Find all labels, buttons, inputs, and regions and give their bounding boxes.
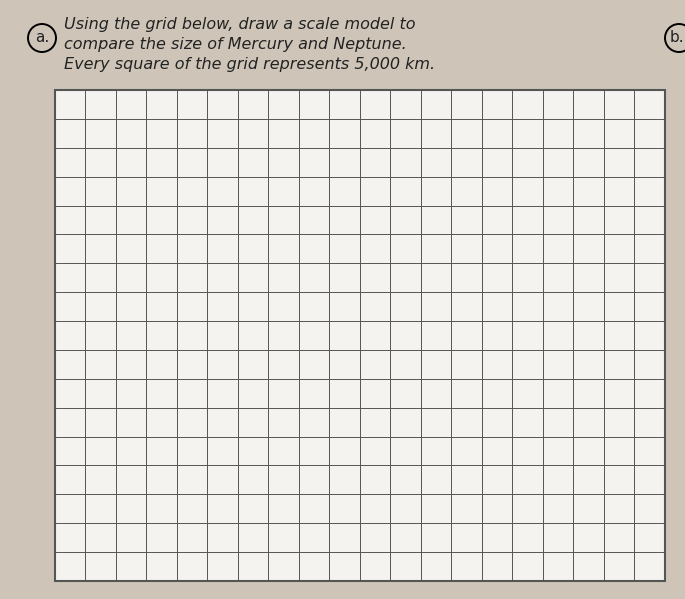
Text: compare the size of Mercury and Neptune.: compare the size of Mercury and Neptune.: [64, 37, 407, 52]
FancyBboxPatch shape: [55, 90, 665, 581]
Text: Every square of the grid represents 5,000 km.: Every square of the grid represents 5,00…: [64, 56, 435, 71]
Text: Using the grid below, draw a scale model to: Using the grid below, draw a scale model…: [64, 17, 416, 32]
Text: b.: b.: [670, 31, 684, 46]
Text: a.: a.: [35, 31, 49, 46]
